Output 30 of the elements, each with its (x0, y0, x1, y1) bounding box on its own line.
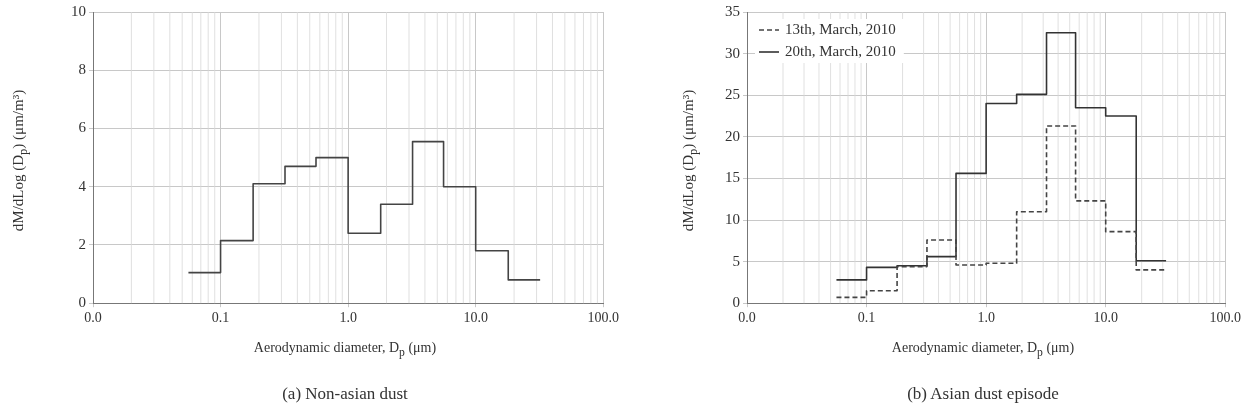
x-tick-label: 1.0 (977, 310, 995, 326)
y-tick-label: 10 (725, 210, 740, 227)
legend-label: 20th, March, 2010 (785, 42, 896, 59)
y-tick-label: 10 (71, 2, 86, 19)
y-tick-label: 2 (78, 235, 86, 252)
y-tick-label: 4 (78, 177, 87, 194)
x-tick-label: 1.0 (339, 310, 357, 326)
x-tick-label: 0.1 (211, 310, 230, 326)
y-tick-label: 6 (78, 119, 87, 136)
x-axis-title: Aerodynamic diameter, D$_{p}$ (μm) (252, 340, 438, 359)
x-tick-label: 0.0 (738, 310, 756, 326)
x-tick-label: 0.0 (84, 310, 102, 326)
y-tick-label: 0 (732, 294, 740, 311)
x-tick-label: 10.0 (1093, 310, 1118, 326)
text: (a) Non-asian dust (281, 384, 409, 404)
y-tick-label: 35 (725, 2, 740, 19)
x-axis-title: Aerodynamic diameter, D$_{p}$ (μm) (890, 340, 1076, 359)
y-tick-label: 25 (725, 86, 740, 103)
x-tick-label: 100.0 (1209, 310, 1241, 326)
y-tick-label: 0 (78, 294, 86, 311)
legend-label: 13th, March, 2010 (785, 20, 896, 37)
y-tick-label: 15 (725, 169, 740, 186)
y-tick-label: 20 (725, 127, 740, 144)
text: (b) Asian dust episode (906, 384, 1060, 404)
y-tick-label: 8 (78, 61, 86, 78)
x-tick-label: 10.0 (463, 310, 488, 326)
y-tick-label: 5 (732, 252, 740, 269)
x-tick-label: 0.1 (857, 310, 876, 326)
x-tick-label: 100.0 (587, 310, 619, 326)
y-tick-label: 30 (725, 44, 740, 61)
